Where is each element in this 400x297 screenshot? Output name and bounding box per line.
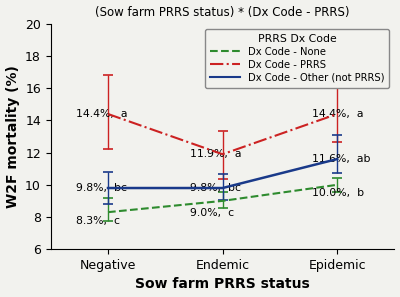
Legend: Dx Code - None, Dx Code - PRRS, Dx Code - Other (not PRRS): Dx Code - None, Dx Code - PRRS, Dx Code …	[205, 29, 390, 88]
Text: 8.3%,  c: 8.3%, c	[76, 216, 120, 226]
Text: 9.8%,  bc: 9.8%, bc	[76, 183, 127, 193]
Text: 9.0%,  c: 9.0%, c	[190, 208, 235, 218]
Text: 10.0%,  b: 10.0%, b	[312, 188, 364, 198]
Title: (Sow farm PRRS status) * (Dx Code - PRRS): (Sow farm PRRS status) * (Dx Code - PRRS…	[95, 6, 350, 18]
Text: 9.8%,  bc: 9.8%, bc	[190, 183, 242, 193]
Text: 11.9%,  a: 11.9%, a	[190, 149, 242, 159]
Text: 11.6%,  ab: 11.6%, ab	[312, 154, 370, 164]
Text: 14.4%,  a: 14.4%, a	[76, 109, 128, 119]
Y-axis label: W2F mortality (%): W2F mortality (%)	[6, 65, 20, 208]
X-axis label: Sow farm PRRS status: Sow farm PRRS status	[135, 277, 310, 291]
Text: 14.4%,  a: 14.4%, a	[312, 109, 364, 119]
